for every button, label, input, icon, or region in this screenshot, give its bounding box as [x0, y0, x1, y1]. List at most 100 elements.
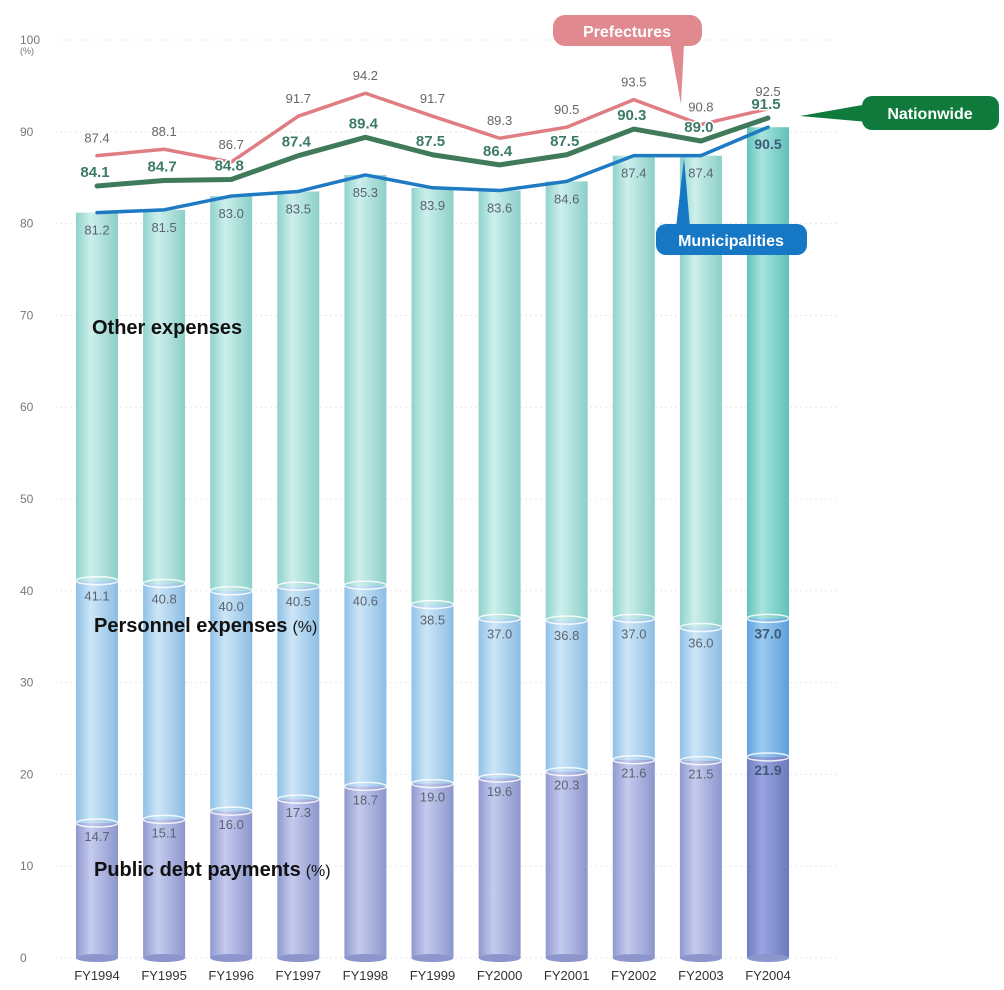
bar-public-debt [277, 799, 320, 958]
segment-boundary [544, 615, 589, 625]
bar-personnel [747, 618, 789, 757]
bar-base [612, 954, 655, 962]
public-debt-payments-label: Public debt payments (%) [94, 859, 331, 881]
x-tick-label: FY1996 [208, 968, 254, 983]
bar-other [344, 174, 387, 586]
segment-boundary [410, 599, 455, 610]
bar-other [76, 212, 118, 581]
municipalities-value-label: 83.5 [286, 201, 311, 216]
public-debt-payments-text: Public debt payments [94, 859, 301, 881]
debt-value-label: 14.7 [84, 829, 109, 844]
x-tick-label: FY1998 [343, 968, 389, 983]
personnel-value-label: 36.0 [688, 636, 713, 651]
y-tick-label: 0 [20, 951, 27, 965]
personnel-value-label: 40.6 [353, 593, 378, 608]
x-tick-label: FY2000 [477, 968, 523, 983]
municipalities-value-label: 83.0 [219, 206, 244, 221]
segment-boundary [142, 814, 186, 825]
municipalities-callout-label: Municipalities [678, 233, 784, 250]
debt-value-label: 21.6 [621, 766, 646, 781]
y-tick-label: 60 [20, 400, 34, 414]
municipalities-value-label: 85.3 [353, 185, 378, 200]
debt-value-label: 17.3 [286, 805, 311, 820]
segment-labels: Other expenses Personnel expenses (%) Pub… [92, 317, 331, 881]
bar-other [545, 181, 588, 621]
debt-value-label: 20.3 [554, 778, 579, 793]
y-tick-label: 30 [20, 676, 34, 690]
bar-base [411, 954, 454, 962]
segment-boundary [477, 613, 522, 624]
bar-base [344, 954, 387, 962]
nationwide-value-label: 84.1 [80, 164, 109, 181]
y-tick-label: 70 [20, 308, 34, 322]
segment-boundary [544, 766, 589, 777]
nationwide-value-label: 84.8 [215, 158, 244, 175]
prefectures-callout-label: Prefectures [583, 24, 671, 41]
personnel-value-label: 38.5 [420, 613, 445, 628]
bar-base [277, 954, 320, 962]
prefectures-value-label: 93.5 [621, 75, 646, 90]
y-tick-label: 40 [20, 584, 34, 598]
nationwide-value-label: 90.3 [617, 107, 646, 124]
bar-base [679, 954, 722, 962]
prefectures-callout-pointer [670, 44, 684, 104]
nationwide-value-label: 89.0 [684, 119, 713, 136]
prefectures-value-label: 91.7 [286, 91, 311, 106]
debt-value-label: 15.1 [151, 825, 176, 840]
x-tick-label: FY2004 [745, 968, 791, 983]
segment-boundary [679, 622, 723, 633]
nationwide-value-label: 91.5 [751, 96, 780, 113]
bar-base [478, 954, 521, 962]
y-unit-label: (%) [20, 46, 34, 56]
bar-other [143, 209, 186, 584]
segment-boundary [209, 806, 253, 816]
segment-boundary [343, 781, 388, 792]
segment-boundary [209, 586, 253, 596]
x-tick-label: FY1999 [410, 968, 456, 983]
personnel-value-label: 41.1 [84, 589, 109, 604]
bar-other [210, 196, 253, 591]
segment-boundary [410, 778, 455, 789]
segment-boundary [276, 794, 321, 804]
public-debt-payments-unit: (%) [306, 863, 331, 880]
bar-base [545, 954, 588, 962]
line-municipalities [95, 125, 770, 215]
municipalities-value-label: 90.5 [754, 136, 781, 152]
nationwide-value-label: 84.7 [147, 158, 176, 175]
y-tick-label: 90 [20, 125, 34, 139]
segment-boundary [612, 754, 656, 765]
bar-other [277, 191, 320, 587]
debt-value-label: 19.6 [487, 784, 512, 799]
prefectures-value-label: 88.1 [151, 124, 176, 139]
bar-personnel [210, 590, 253, 812]
x-tick-label: FY1997 [276, 968, 322, 983]
personnel-value-label: 37.0 [487, 626, 512, 641]
bar-personnel [679, 627, 722, 761]
segment-boundary [679, 755, 723, 766]
bar-personnel [76, 580, 118, 824]
municipalities-value-label: 83.6 [487, 201, 512, 216]
prefectures-value-label: 86.7 [219, 137, 244, 152]
bar-personnel [545, 620, 588, 772]
municipalities-value-label: 81.2 [84, 223, 109, 238]
prefectures-value-label: 90.5 [554, 102, 579, 117]
x-tick-label: FY1994 [74, 968, 120, 983]
segment-boundary [746, 752, 790, 762]
segment-boundary [142, 578, 186, 589]
y-tick-label: 100 [20, 33, 40, 47]
bar-public-debt [143, 819, 186, 958]
segment-boundary [612, 613, 656, 624]
bar-public-debt [612, 759, 655, 958]
bar-public-debt [344, 786, 387, 958]
nationwide-callout-box [862, 96, 999, 130]
prefectures-callout-box [553, 15, 702, 46]
nationwide-value-label: 89.4 [349, 115, 379, 132]
municipalities-value-label: 87.4 [621, 166, 646, 181]
bar-personnel [411, 604, 454, 784]
prefectures-value-label: 92.5 [755, 84, 780, 99]
municipalities-value-label: 84.6 [554, 191, 579, 206]
bar-public-debt [478, 778, 521, 958]
y-tick-label: 20 [20, 767, 34, 781]
nationwide-value-label: 87.5 [550, 133, 579, 150]
personnel-expenses-text: Personnel expenses [94, 615, 287, 637]
